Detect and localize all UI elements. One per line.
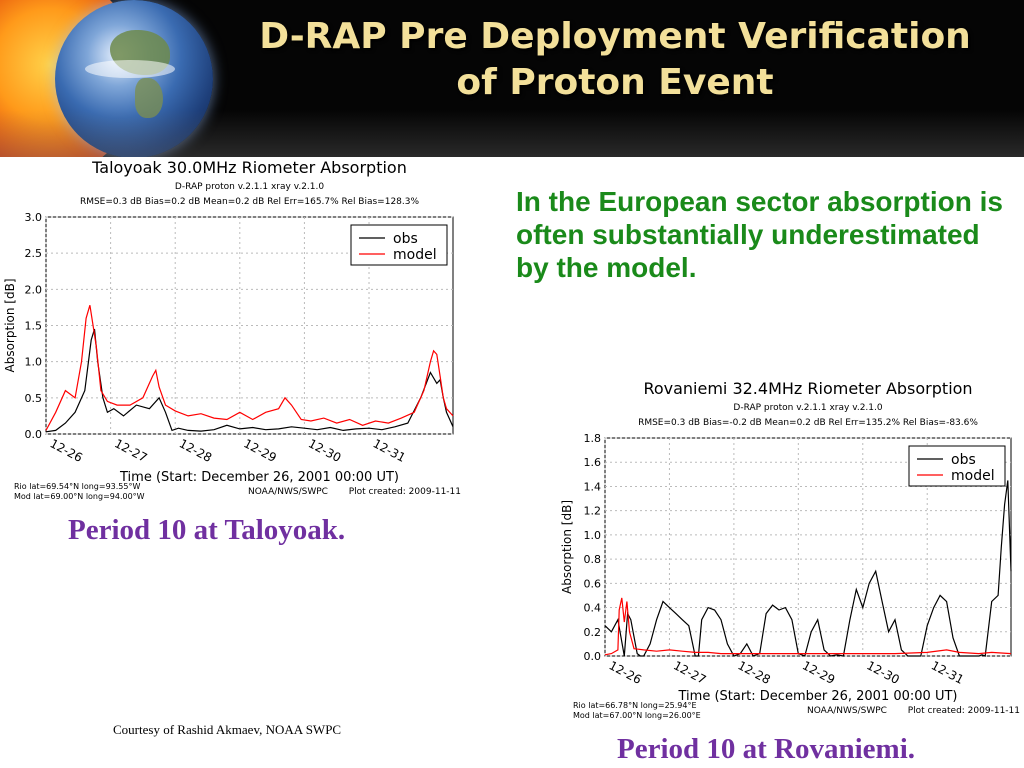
chart-subtitle: D-RAP proton v.2.1.1 xray v.2.1.0 bbox=[733, 403, 882, 413]
legend-box bbox=[350, 224, 448, 266]
globe-cloud bbox=[85, 60, 175, 78]
earth-globe-image bbox=[55, 0, 213, 157]
y-tick-label: 2.5 bbox=[25, 247, 43, 260]
legend-label-model: model bbox=[393, 247, 437, 263]
y-tick-label: 1.6 bbox=[584, 456, 602, 469]
x-tick-label: 12-26 bbox=[607, 658, 644, 687]
x-tick-label: 12-27 bbox=[112, 436, 149, 465]
y-tick-label: 0.0 bbox=[584, 650, 602, 663]
slide-title: D-RAP Pre Deployment Verification of Pro… bbox=[215, 14, 1015, 106]
x-tick-label: 12-26 bbox=[48, 436, 85, 465]
y-tick-label: 0.8 bbox=[584, 553, 602, 566]
chart-title: Rovaniemi 32.4MHz Riometer Absorption bbox=[643, 379, 972, 398]
caption-taloyoak: Period 10 at Taloyoak. bbox=[68, 514, 346, 546]
taloyoak-chart: Taloyoak 30.0MHz Riometer Absorption D-RA… bbox=[3, 158, 461, 501]
x-tick-label: 12-31 bbox=[371, 436, 408, 465]
x-tick-label: 12-28 bbox=[735, 658, 772, 687]
footer-location-rio: Rio lat=66.78°N long=25.94°E bbox=[573, 701, 697, 710]
rovaniemi-chart: Rovaniemi 32.4MHz Riometer Absorption D-R… bbox=[560, 379, 1020, 720]
title-banner: D-RAP Pre Deployment Verification of Pro… bbox=[0, 0, 1024, 157]
x-tick-label: 12-29 bbox=[241, 436, 278, 465]
footer-location-model: Mod lat=67.00°N long=26.00°E bbox=[573, 711, 701, 720]
x-axis-label: Time (Start: December 26, 2001 00:00 UT) bbox=[119, 470, 399, 485]
y-tick-label: 0.0 bbox=[25, 428, 43, 441]
y-tick-label: 1.8 bbox=[584, 432, 602, 445]
x-axis-label: Time (Start: December 26, 2001 00:00 UT) bbox=[678, 689, 958, 704]
y-tick-label: 0.4 bbox=[584, 602, 602, 615]
footer-agency: NOAA/NWS/SWPC bbox=[248, 487, 328, 497]
y-tick-label: 1.0 bbox=[584, 529, 602, 542]
slide-title-line1: D-RAP Pre Deployment Verification bbox=[259, 16, 971, 57]
footer-plot-date: Plot created: 2009-11-11 bbox=[349, 487, 461, 497]
footer-location-rio: Rio lat=69.54°N long=93.55°W bbox=[14, 482, 140, 491]
x-tick-label: 12-29 bbox=[800, 658, 837, 687]
chart-stats: RMSE=0.3 dB Bias=0.2 dB Mean=0.2 dB Rel … bbox=[80, 197, 420, 207]
y-tick-label: 0.2 bbox=[584, 626, 602, 639]
x-tick-label: 12-31 bbox=[929, 658, 966, 687]
slide-title-line2: of Proton Event bbox=[456, 62, 774, 103]
y-tick-label: 0.6 bbox=[584, 577, 602, 590]
caption-rovaniemi: Period 10 at Rovaniemi. bbox=[617, 733, 916, 765]
legend-box bbox=[908, 445, 1006, 487]
y-tick-label: 1.4 bbox=[584, 480, 602, 493]
y-tick-label: 1.2 bbox=[584, 505, 602, 518]
y-axis-label: Absorption [dB] bbox=[3, 279, 17, 373]
european-sector-note: In the European sector absorption is oft… bbox=[516, 186, 1003, 283]
chart-stats: RMSE=0.3 dB Bias=-0.2 dB Mean=0.2 dB Rel… bbox=[638, 418, 978, 428]
y-tick-label: 2.0 bbox=[25, 283, 43, 296]
footer-location-model: Mod lat=69.00°N long=94.00°W bbox=[14, 492, 145, 501]
y-tick-label: 0.5 bbox=[25, 392, 43, 405]
x-tick-label: 12-27 bbox=[671, 658, 708, 687]
banner-sheen bbox=[0, 110, 1024, 157]
footer-plot-date: Plot created: 2009-11-11 bbox=[908, 706, 1020, 716]
chart-title: Taloyoak 30.0MHz Riometer Absorption bbox=[91, 158, 407, 177]
chart-subtitle: D-RAP proton v.2.1.1 xray v.2.1.0 bbox=[175, 182, 324, 192]
series-line-model bbox=[604, 597, 1012, 656]
y-axis-label: Absorption [dB] bbox=[560, 500, 574, 594]
footer-agency: NOAA/NWS/SWPC bbox=[807, 706, 887, 716]
y-tick-label: 1.0 bbox=[25, 356, 43, 369]
x-tick-label: 12-30 bbox=[864, 658, 901, 687]
globe-landmass bbox=[135, 78, 163, 118]
x-tick-label: 12-28 bbox=[177, 436, 214, 465]
series-line-obs bbox=[604, 480, 1012, 657]
x-tick-label: 12-30 bbox=[306, 436, 343, 465]
y-tick-label: 1.5 bbox=[25, 320, 43, 333]
legend-label-model: model bbox=[951, 468, 995, 484]
series-line-model bbox=[45, 305, 454, 431]
credit-text: Courtesy of Rashid Akmaev, NOAA SWPC bbox=[113, 722, 342, 737]
legend-label-obs: obs bbox=[951, 452, 976, 468]
legend-label-obs: obs bbox=[393, 231, 418, 247]
y-tick-label: 3.0 bbox=[25, 211, 43, 224]
